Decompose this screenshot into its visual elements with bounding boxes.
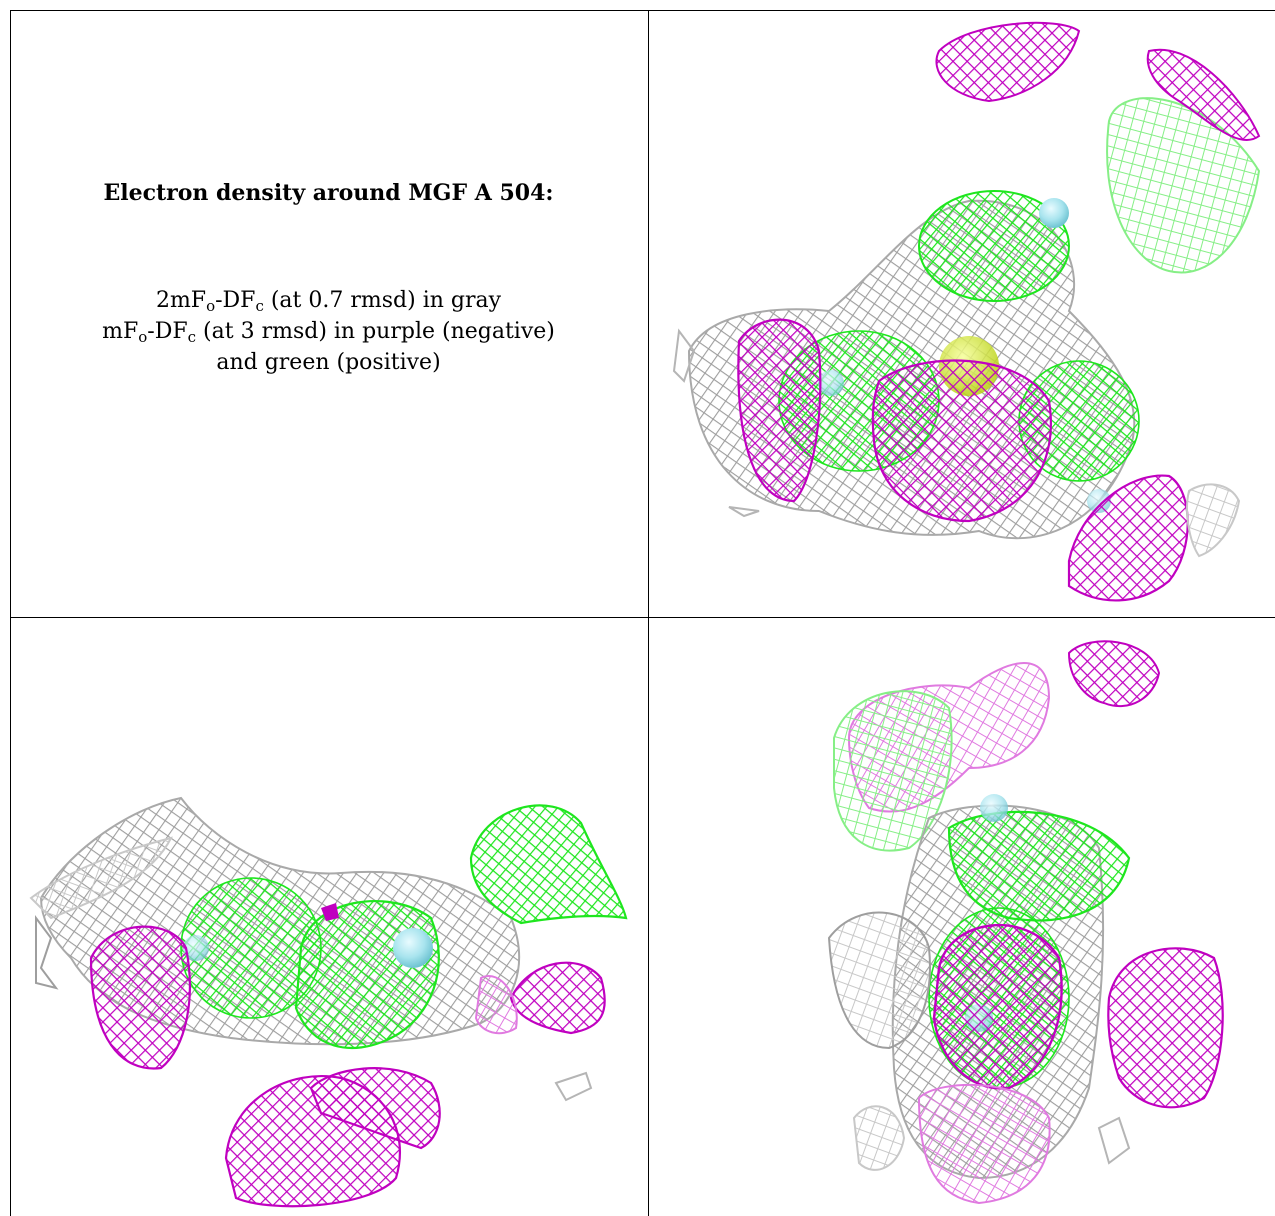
grid-divider-horizontal <box>10 617 1275 618</box>
grid-border-top <box>10 10 1275 11</box>
grid-border-left <box>10 10 11 1216</box>
caption-title: Electron density around MGF A 504: <box>103 180 554 206</box>
density-view-1 <box>649 11 1275 617</box>
grid-divider-vertical <box>648 10 649 1216</box>
density-view-3-render <box>827 640 1224 1205</box>
legend-line-mfo: mFo-DFc (at 3 rmsd) in purple (negative) <box>102 319 555 346</box>
density-view-2 <box>11 618 648 1216</box>
legend-line-2mfo: 2mFo-DFc (at 0.7 rmsd) in gray <box>155 288 502 315</box>
caption-legend: 2mFo-DFc (at 0.7 rmsd) in gray mFo-DFc (… <box>10 285 647 378</box>
density-view-2-render <box>29 796 628 1208</box>
caption-cell: Electron density around MGF A 504: 2mFo-… <box>10 10 647 626</box>
legend-line-green: and green (positive) <box>216 350 441 375</box>
density-view-1-render <box>672 21 1261 602</box>
density-view-3 <box>649 618 1275 1216</box>
figure-grid: Electron density around MGF A 504: 2mFo-… <box>10 10 1275 1216</box>
